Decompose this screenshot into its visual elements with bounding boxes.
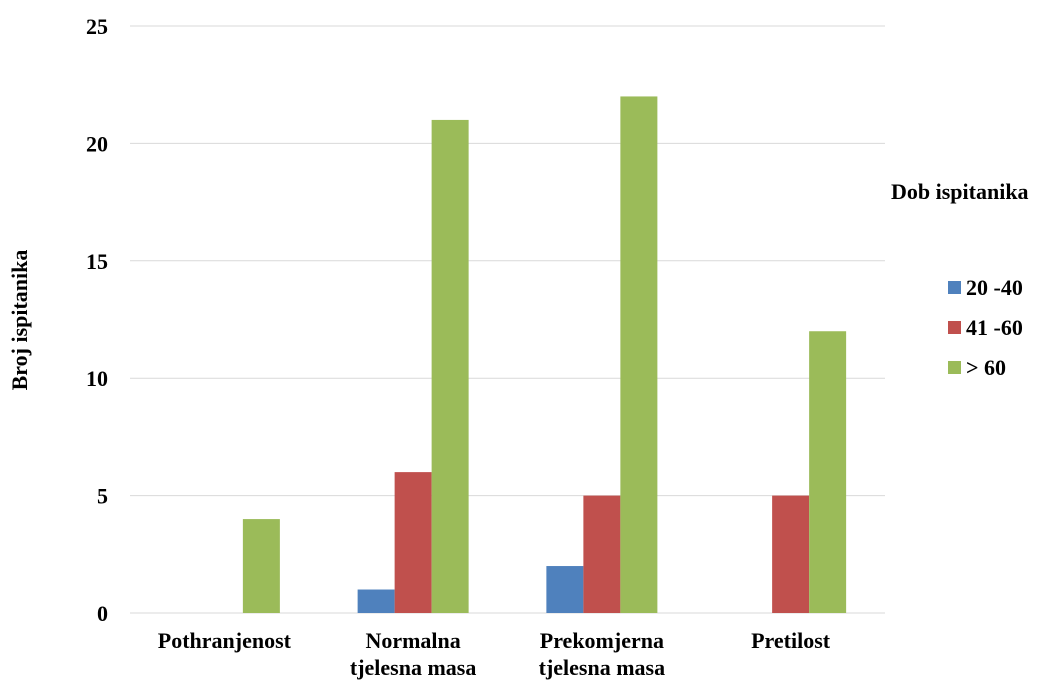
y-tick-label: 0 (97, 601, 108, 626)
y-axis-ticks: 0 5 10 15 20 25 (86, 14, 108, 626)
bar-60-2 (620, 96, 657, 613)
x-tick-label: Prekomjerna (540, 628, 664, 653)
x-tick-label: Pothranjenost (158, 628, 292, 653)
x-tick-label: tjelesna masa (350, 655, 476, 680)
legend-swatch (948, 281, 961, 294)
legend-title: Dob ispitanika (891, 179, 1029, 204)
bar-41-60-3 (772, 496, 809, 613)
y-axis-label: Broj ispitanika (7, 250, 32, 391)
x-tick-label: tjelesna masa (539, 655, 665, 680)
y-tick-label: 10 (86, 366, 108, 391)
bar-60-1 (432, 120, 469, 613)
bar-60-3 (809, 331, 846, 613)
legend: Dob ispitanika 20 -40 41 -60 > 60 (891, 179, 1029, 380)
legend-label: 20 -40 (966, 275, 1023, 300)
bar-20-40-1 (358, 590, 395, 613)
bars (243, 96, 846, 613)
bar-60-0 (243, 519, 280, 613)
legend-items: 20 -40 41 -60 > 60 (948, 275, 1023, 380)
x-tick-label: Pretilost (751, 628, 831, 653)
y-tick-label: 25 (86, 14, 108, 39)
bar-20-40-2 (546, 566, 583, 613)
legend-swatch (948, 321, 961, 334)
legend-label: > 60 (966, 355, 1006, 380)
legend-swatch (948, 361, 961, 374)
legend-label: 41 -60 (966, 315, 1023, 340)
y-tick-label: 15 (86, 249, 108, 274)
x-tick-label: Normalna (365, 628, 460, 653)
y-tick-label: 5 (97, 484, 108, 509)
bar-41-60-1 (395, 472, 432, 613)
bar-41-60-2 (583, 496, 620, 613)
y-tick-label: 20 (86, 131, 108, 156)
